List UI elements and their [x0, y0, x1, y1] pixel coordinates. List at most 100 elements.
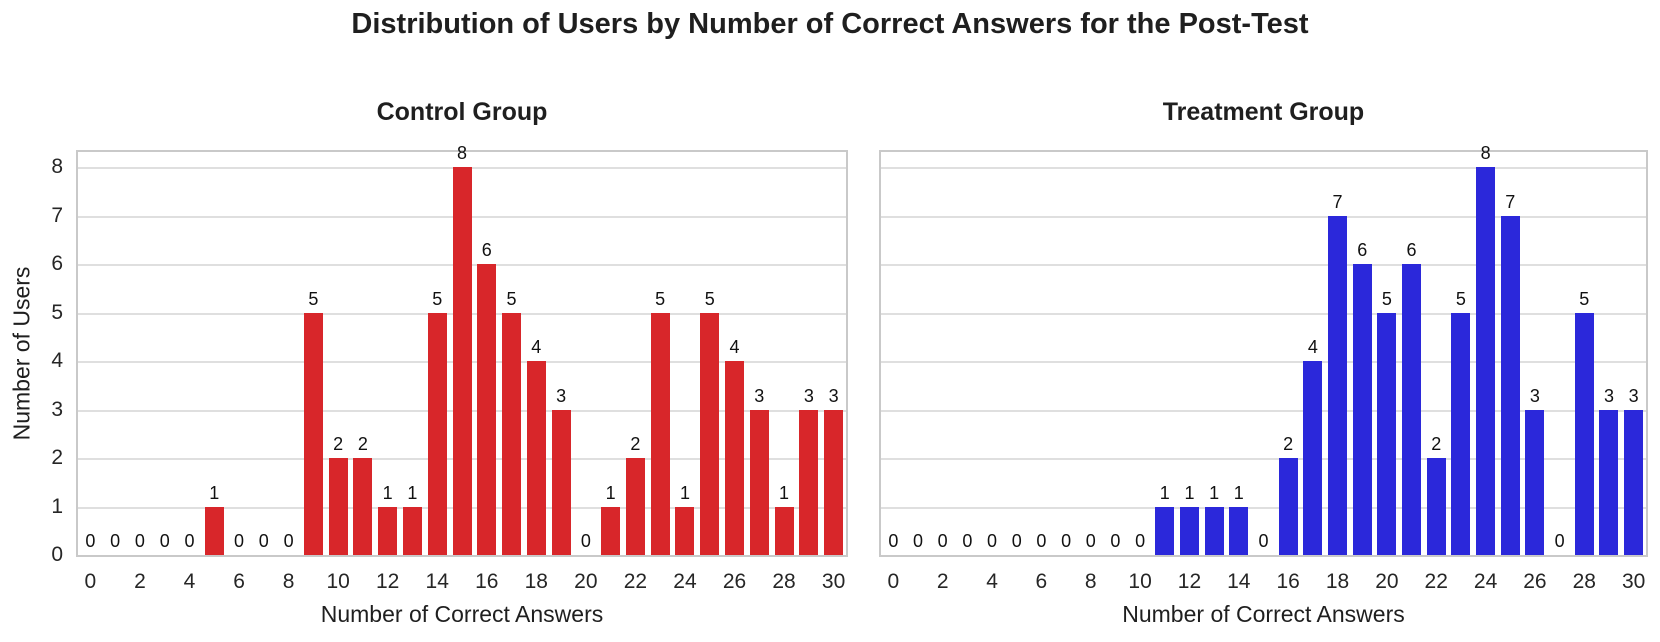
bar-x24	[1476, 167, 1496, 555]
x-tick-22-panel1: 22	[1424, 570, 1448, 593]
bar-value-label-x2: 0	[134, 531, 145, 551]
gridline-y6	[881, 264, 1646, 267]
bar-value-label-x0: 0	[85, 531, 96, 551]
bar-value-label-x9: 0	[1110, 531, 1121, 551]
bar-x23	[1451, 312, 1471, 555]
bar-value-label-x10: 2	[333, 434, 344, 455]
bar-x22	[1426, 458, 1446, 555]
bar-x29	[1599, 409, 1619, 555]
bar-value-label-x1: 0	[110, 531, 121, 551]
bar-value-label-x12: 1	[1184, 482, 1195, 503]
bar-value-label-x29: 3	[1603, 385, 1614, 406]
bar-value-label-x13: 1	[407, 482, 418, 503]
x-tick-6-panel1: 6	[1035, 570, 1048, 593]
y-tick-2: 2	[51, 446, 63, 470]
y-tick-6: 6	[51, 252, 63, 276]
bar-value-label-x29: 3	[803, 385, 814, 406]
bar-value-label-x23: 5	[1455, 288, 1466, 309]
bar-value-label-x24: 8	[1480, 143, 1491, 164]
x-tick-22-panel0: 22	[623, 570, 648, 593]
bar-x30	[1624, 409, 1644, 555]
bar-value-label-x20: 5	[1381, 288, 1392, 309]
x-tick-2-panel0: 2	[134, 570, 146, 593]
bar-x26	[1525, 409, 1545, 555]
x-tick-12-panel0: 12	[375, 570, 400, 593]
bar-value-label-x18: 4	[531, 337, 542, 358]
bar-x16	[1278, 458, 1298, 555]
bar-value-label-x6: 0	[1036, 531, 1047, 551]
bar-x11	[353, 458, 373, 555]
bar-value-label-x8: 0	[1085, 531, 1096, 551]
bar-x28	[1574, 312, 1594, 555]
bar-value-label-x4: 0	[184, 531, 195, 551]
bar-value-label-x21: 6	[1406, 240, 1417, 261]
bar-x30	[824, 409, 844, 555]
bar-x10	[328, 458, 348, 555]
bar-x27	[749, 409, 769, 555]
bar-value-label-x11: 1	[1159, 482, 1170, 503]
bar-value-label-x21: 1	[605, 482, 616, 503]
bar-value-label-x17: 5	[506, 288, 517, 309]
y-tick-5: 5	[51, 300, 63, 324]
bar-x13	[402, 506, 422, 555]
x-tick-20-panel0: 20	[574, 570, 598, 593]
bar-x16	[477, 264, 497, 555]
x-tick-14-panel1: 14	[1227, 570, 1251, 593]
bar-value-label-x5: 1	[209, 482, 220, 503]
bar-value-label-x12: 1	[382, 482, 393, 503]
bar-value-label-x23: 5	[655, 288, 666, 309]
bar-x20	[1377, 312, 1397, 555]
x-tick-16-panel1: 16	[1276, 570, 1300, 593]
bar-x26	[725, 361, 745, 555]
x-tick-4-panel1: 4	[986, 570, 998, 593]
gridline-y5	[881, 312, 1646, 315]
bar-x15	[452, 167, 472, 555]
gridline-y1	[881, 506, 1646, 509]
x-tick-4-panel0: 4	[183, 570, 196, 593]
y-tick-8: 8	[51, 155, 63, 179]
bar-value-label-x15: 0	[1258, 531, 1269, 551]
treatment-group-title: Treatment Group	[1162, 98, 1365, 126]
bar-value-label-x16: 2	[1283, 434, 1294, 455]
bar-x25	[1500, 215, 1520, 555]
gridline-y4	[881, 361, 1646, 364]
bar-x13	[1204, 506, 1224, 555]
x-tick-0-panel0: 0	[84, 570, 97, 593]
bar-value-label-x27: 0	[1554, 531, 1565, 551]
bar-x23	[650, 312, 670, 555]
bar-value-label-x5: 0	[1011, 531, 1022, 551]
x-tick-18-panel1: 18	[1325, 570, 1350, 593]
bar-x24	[675, 506, 695, 555]
bar-value-label-x9: 5	[308, 288, 319, 309]
bar-x5	[204, 506, 224, 555]
x-tick-28-panel0: 28	[772, 570, 796, 593]
bar-value-label-x11: 2	[357, 434, 368, 455]
bar-value-label-x30: 3	[1628, 385, 1639, 406]
bar-value-label-x3: 0	[962, 531, 973, 551]
x-tick-12-panel1: 12	[1177, 570, 1202, 593]
x-tick-16-panel0: 16	[475, 570, 499, 593]
bar-x17	[1303, 361, 1323, 555]
bar-value-label-x8: 0	[283, 531, 294, 551]
bar-value-label-x19: 3	[556, 385, 567, 406]
x-tick-2-panel1: 2	[936, 570, 949, 593]
gridline-y3	[881, 409, 1646, 412]
bar-value-label-x28: 1	[779, 482, 790, 503]
bar-value-label-x17: 4	[1307, 337, 1318, 358]
control-group-title: Control Group	[376, 98, 548, 126]
bar-value-label-x15: 8	[456, 143, 467, 164]
bar-x29	[799, 409, 819, 555]
x-axis-label-control: Number of Correct Answers	[320, 601, 604, 627]
bar-value-label-x18: 7	[1332, 191, 1343, 212]
bar-value-label-x7: 0	[258, 531, 269, 551]
bar-value-label-x25: 5	[704, 288, 715, 309]
bar-x22	[625, 458, 645, 555]
bar-x21	[601, 506, 621, 555]
bar-value-label-x7: 0	[1061, 531, 1072, 551]
bar-value-label-x14: 1	[1233, 482, 1244, 503]
x-tick-0-panel1: 0	[887, 570, 900, 593]
bar-x17	[502, 312, 522, 555]
bar-value-label-x2: 0	[937, 531, 948, 551]
x-axis-label-treatment: Number of Correct Answers	[1122, 601, 1405, 627]
